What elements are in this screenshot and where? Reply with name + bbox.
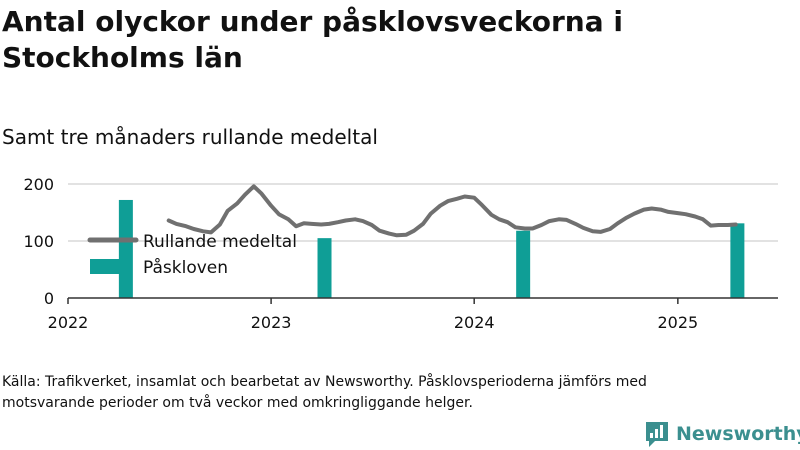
x-tick-label: 2022	[48, 313, 89, 332]
chart-subtitle: Samt tre månaders rullande medeltal	[2, 125, 378, 149]
source-note: Källa: Trafikverket, insamlat och bearbe…	[2, 374, 647, 411]
chart: 0 100 200 2022 2023 2024 2025 Rullande medelta…	[23, 175, 778, 332]
brand-logo: Newsworthy	[644, 419, 800, 449]
x-tick-label: 2024	[454, 313, 495, 332]
bar	[516, 230, 531, 298]
bars-layer	[118, 199, 745, 298]
legend-label-rolling-mean: Rullande medeltal	[143, 232, 297, 252]
bar	[317, 238, 332, 298]
bar	[118, 199, 133, 298]
chart-title: Antal olyckor under påsklovsveckorna i S…	[2, 5, 623, 74]
legend: Rullande medeltal Påskloven	[87, 232, 297, 278]
x-tick-label: 2025	[657, 313, 698, 332]
line-layer	[166, 184, 738, 238]
x-tick-label: 2023	[251, 313, 292, 332]
series-line-rolling-mean	[166, 184, 738, 238]
grid-layer	[68, 183, 778, 242]
y-tick-label: 0	[44, 289, 54, 308]
y-tick-label: 100	[23, 232, 54, 251]
legend-label-easter-break: Påskloven	[143, 257, 228, 278]
legend-bar-swatch	[90, 259, 128, 274]
newsworthy-logo-icon	[646, 422, 668, 447]
y-tick-label: 200	[23, 175, 54, 194]
bar	[730, 223, 745, 298]
brand-name: Newsworthy	[676, 423, 800, 445]
axis-layer: 0 100 200 2022 2023 2024 2025	[23, 175, 778, 332]
